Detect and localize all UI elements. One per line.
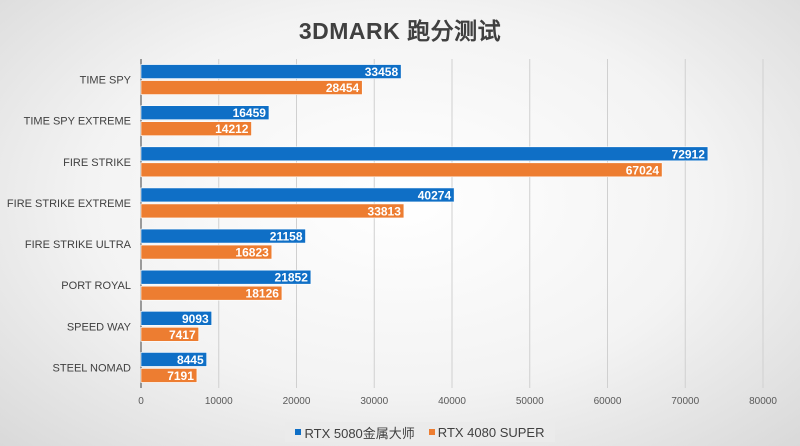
data-label: 14212 xyxy=(215,122,249,136)
x-tick-label: 0 xyxy=(138,396,144,407)
x-tick-label: 40000 xyxy=(438,396,466,407)
category-label: FIRE STRIKE xyxy=(63,157,131,169)
data-label: 40274 xyxy=(418,188,452,202)
data-label: 33813 xyxy=(368,204,402,218)
x-tick-label: 70000 xyxy=(671,396,699,407)
data-label: 72912 xyxy=(672,147,706,161)
legend-label: RTX 5080金属大师 xyxy=(304,425,415,441)
x-tick-label: 80000 xyxy=(749,396,777,407)
category-label: SPEED WAY xyxy=(67,321,132,333)
x-tick-label: 10000 xyxy=(205,396,233,407)
bar xyxy=(140,327,199,342)
bar xyxy=(140,187,455,203)
bar xyxy=(140,311,212,326)
legend-item: RTX 5080金属大师 xyxy=(295,423,415,442)
category-label: FIRE STRIKE ULTRA xyxy=(25,239,132,251)
bar xyxy=(140,80,363,95)
bar xyxy=(140,64,402,79)
bar xyxy=(140,244,273,260)
chart-title: 3DMARK 跑分测试 xyxy=(298,18,502,44)
data-label: 67024 xyxy=(626,163,660,177)
legend-item: RTX 4080 SUPER xyxy=(428,424,545,440)
data-label: 18126 xyxy=(246,287,280,301)
bar xyxy=(140,105,270,120)
bar xyxy=(140,203,405,219)
bar xyxy=(140,162,663,178)
bar xyxy=(140,146,709,162)
data-label: 16459 xyxy=(233,106,267,120)
x-tick-label: 30000 xyxy=(360,396,388,407)
data-label: 7191 xyxy=(167,369,194,383)
x-tick-label: 20000 xyxy=(283,396,311,407)
legend-swatch xyxy=(295,429,302,435)
bar xyxy=(140,269,312,285)
data-label: 9093 xyxy=(182,312,209,326)
category-label: PORT ROYAL xyxy=(61,280,131,292)
bar xyxy=(140,228,306,244)
x-tick-label: 50000 xyxy=(516,396,544,407)
category-label: STEEL NOMAD xyxy=(53,362,131,374)
bar xyxy=(140,368,198,383)
data-label: 21158 xyxy=(270,230,303,244)
legend-label: RTX 4080 SUPER xyxy=(437,424,545,440)
legend: RTX 5080金属大师 RTX 4080 SUPER xyxy=(285,422,555,442)
bar xyxy=(140,352,207,367)
data-label: 7417 xyxy=(169,328,196,342)
data-label: 33458 xyxy=(365,65,399,79)
data-label: 28454 xyxy=(326,81,360,95)
data-label: 16823 xyxy=(235,246,269,260)
bar xyxy=(140,285,283,301)
legend-swatch xyxy=(428,429,435,435)
category-label: TIME SPY xyxy=(80,75,132,87)
data-label: 21852 xyxy=(275,271,309,285)
category-label: FIRE STRIKE EXTREME xyxy=(7,198,131,210)
x-tick-label: 60000 xyxy=(594,396,622,407)
bar xyxy=(140,121,252,136)
data-label: 8445 xyxy=(177,353,204,367)
category-label: TIME SPY EXTREME xyxy=(24,116,131,128)
